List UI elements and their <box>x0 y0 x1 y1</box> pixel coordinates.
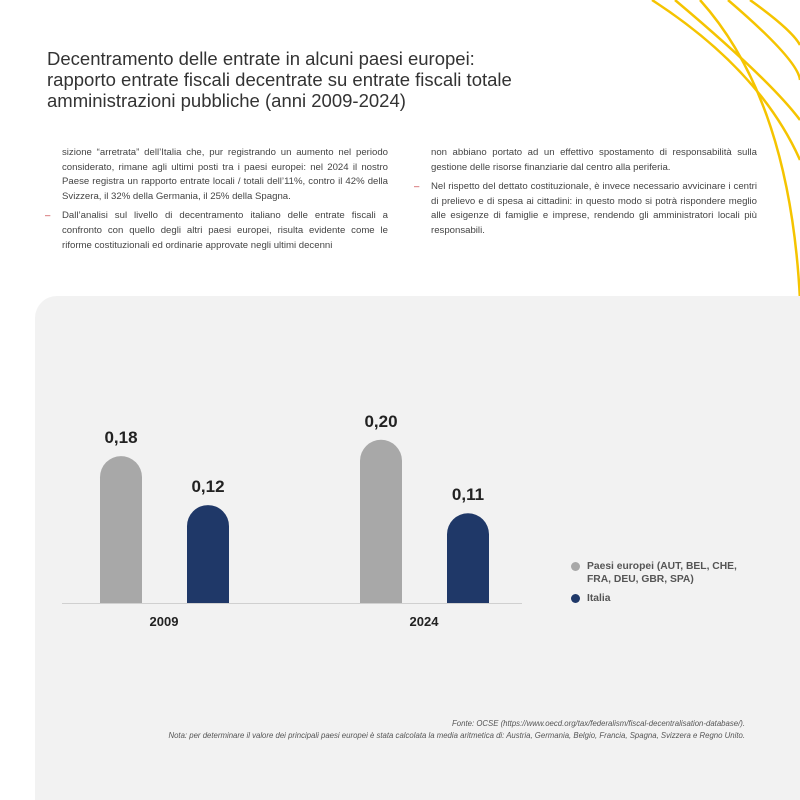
title-line: amministrazioni pubbliche (anni 2009-202… <box>47 90 406 111</box>
source: Fonte: OCSE (https://www.oecd.org/tax/fe… <box>452 719 745 728</box>
legend-item: Italia <box>571 592 747 605</box>
legend-item: Paesi europei (AUT, BEL, CHE, FRA, DEU, … <box>571 560 747 586</box>
paragraph: non abbiano portato ad un effettivo spos… <box>431 147 757 173</box>
data-label: 0,20 <box>364 412 397 431</box>
legend-label: Paesi europei (AUT, BEL, CHE, FRA, DEU, … <box>587 561 737 585</box>
legend-label: Italia <box>587 593 611 604</box>
legend-swatch <box>571 562 580 571</box>
title-line: Decentramento delle entrate in alcuni pa… <box>47 48 475 69</box>
paragraph: sizione “arretrata” dell’Italia che, pur… <box>62 147 388 202</box>
bar <box>100 456 142 603</box>
data-label: 0,18 <box>104 428 137 447</box>
bar <box>360 439 402 603</box>
title-line: rapporto entrate fiscali decentrate su e… <box>47 69 512 90</box>
x-tick-label: 2009 <box>150 614 179 629</box>
chart-panel <box>35 296 800 800</box>
note: Nota: per determinare il valore dei prin… <box>168 731 745 740</box>
bar <box>187 505 229 603</box>
data-label: 0,11 <box>452 485 484 504</box>
x-tick-label: 2024 <box>410 614 440 629</box>
text-column: sizione “arretrata” dell’Italia che, pur… <box>45 146 388 258</box>
bar <box>447 513 489 603</box>
data-label: 0,12 <box>191 477 224 496</box>
yellow-arcs <box>651 0 800 301</box>
text-column: non abbiano portato ad un effettivo spos… <box>414 146 757 244</box>
bullet: Dall’analisi sul livello di decentrament… <box>45 209 388 253</box>
title: Decentramento delle entrate in alcuni pa… <box>47 48 512 111</box>
legend-swatch <box>571 594 580 603</box>
bullet: Nel rispetto del dettato costituzionale,… <box>414 180 757 238</box>
